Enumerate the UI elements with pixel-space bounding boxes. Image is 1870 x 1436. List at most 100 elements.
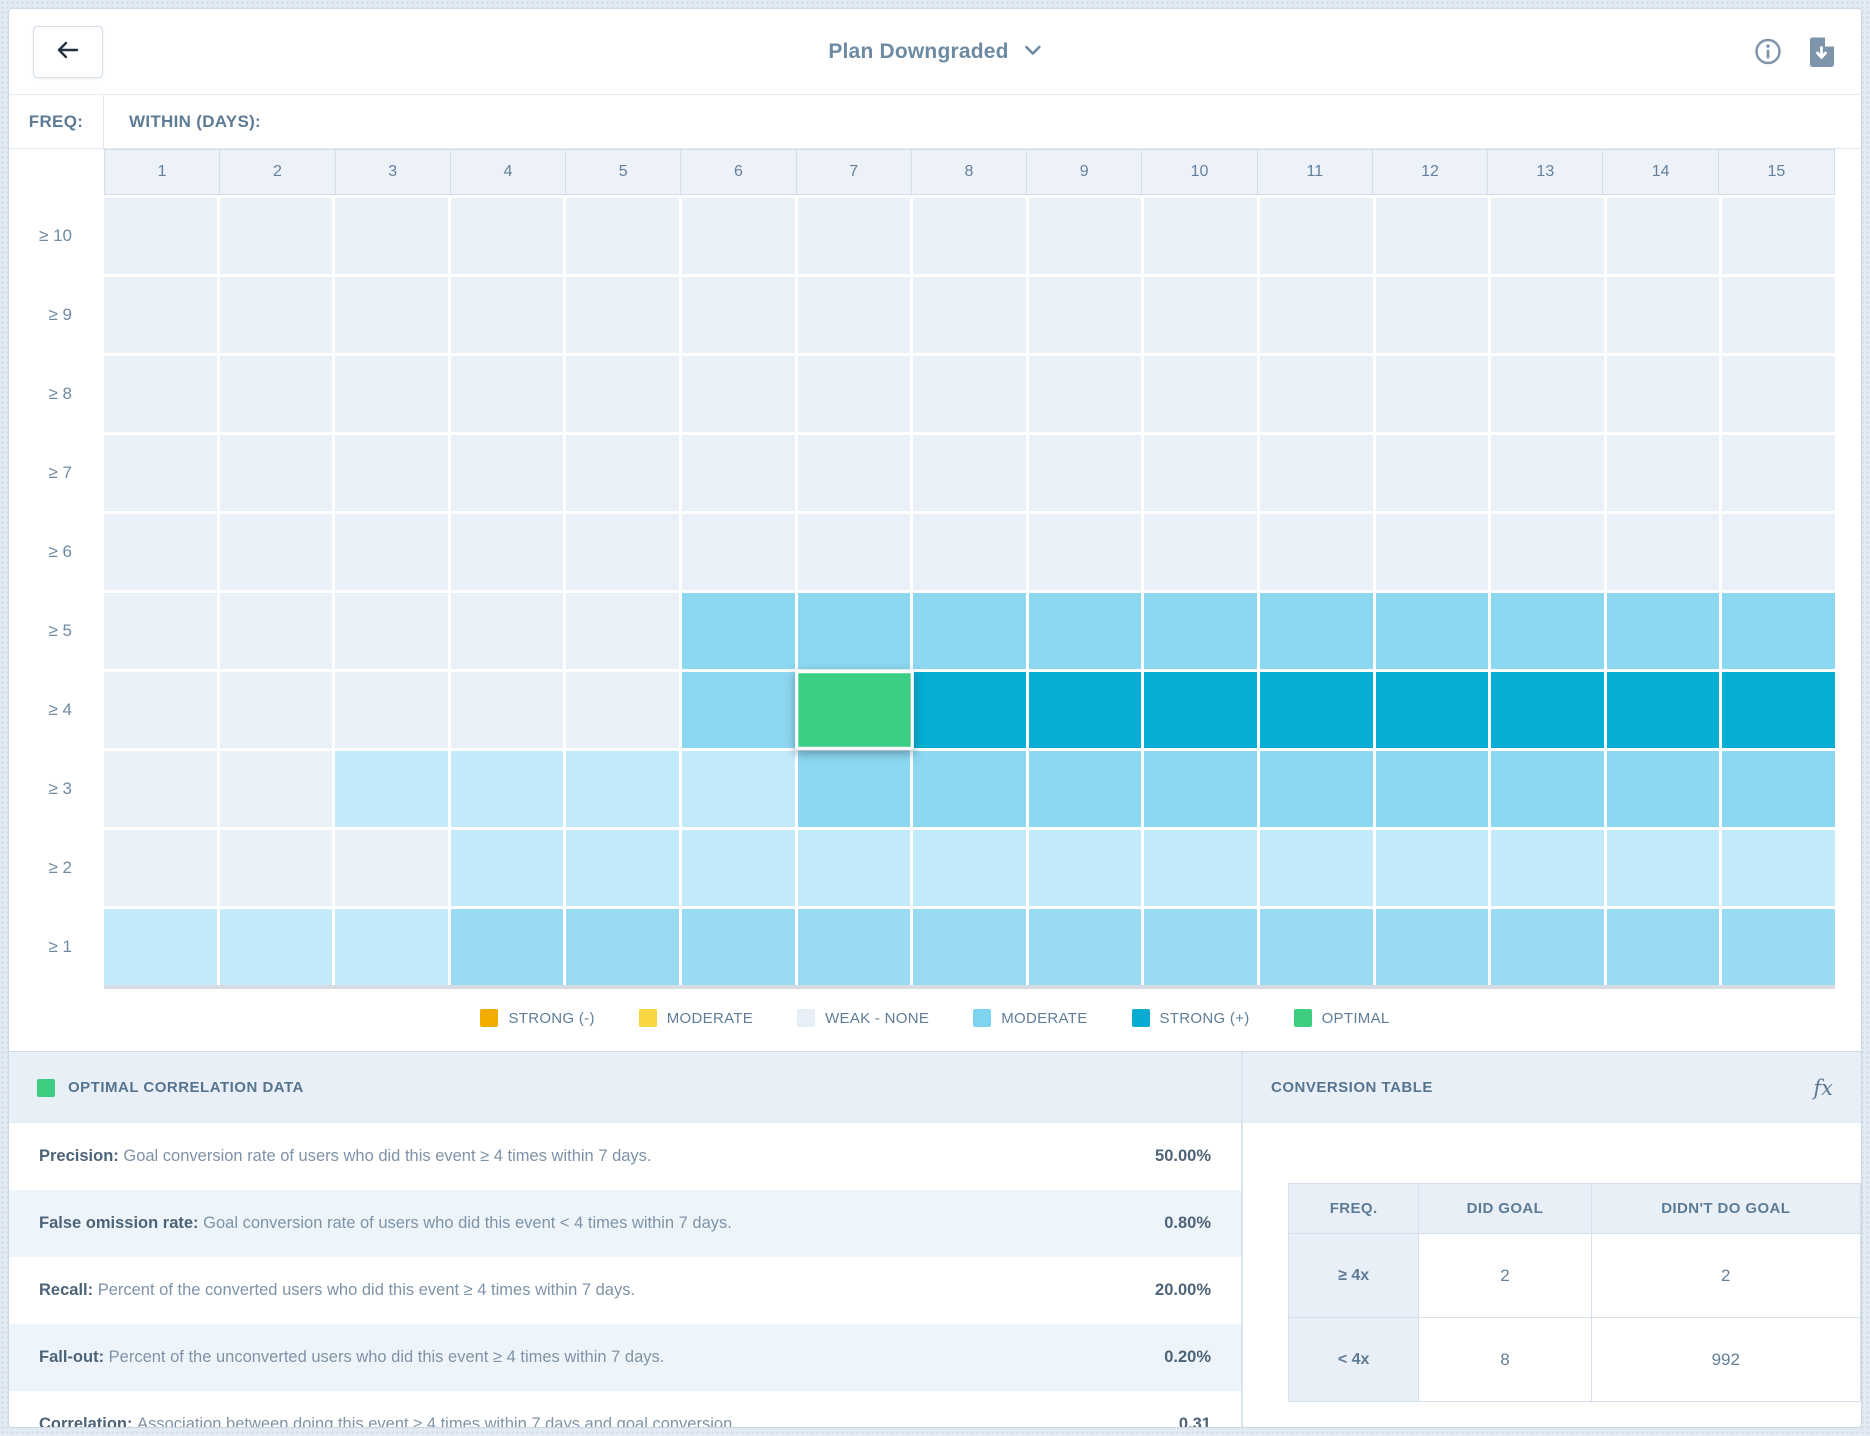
heatmap-cell-gte-2-day-4[interactable] <box>450 830 564 906</box>
heatmap-cell-gte-10-day-15[interactable] <box>1722 198 1835 274</box>
heatmap-cell-gte-6-day-9[interactable] <box>1028 514 1142 590</box>
heatmap-cell-gte-9-day-4[interactable] <box>450 277 564 353</box>
heatmap-cell-gte-4-day-7[interactable] <box>794 670 914 750</box>
heatmap-cell-gte-10-day-13[interactable] <box>1491 198 1604 274</box>
heatmap-cell-gte-8-day-6[interactable] <box>681 356 795 432</box>
heatmap-cell-gte-8-day-2[interactable] <box>219 356 333 432</box>
heatmap-cell-gte-8-day-15[interactable] <box>1722 356 1835 432</box>
heatmap-cell-gte-9-day-2[interactable] <box>219 277 333 353</box>
heatmap-cell-gte-3-day-11[interactable] <box>1259 751 1373 827</box>
heatmap-cell-gte-6-day-13[interactable] <box>1491 514 1604 590</box>
heatmap-cell-gte-2-day-1[interactable] <box>104 830 217 906</box>
heatmap-cell-gte-10-day-12[interactable] <box>1375 198 1489 274</box>
heatmap-cell-gte-4-day-8[interactable] <box>913 672 1026 748</box>
heatmap-cell-gte-7-day-3[interactable] <box>335 435 448 511</box>
heatmap-cell-gte-9-day-10[interactable] <box>1144 277 1257 353</box>
heatmap-cell-gte-2-day-15[interactable] <box>1722 830 1835 906</box>
heatmap-cell-gte-10-day-14[interactable] <box>1606 198 1720 274</box>
heatmap-cell-gte-4-day-6[interactable] <box>681 672 795 748</box>
heatmap-cell-gte-7-day-10[interactable] <box>1144 435 1257 511</box>
heatmap-cell-gte-1-day-8[interactable] <box>913 909 1026 985</box>
heatmap-cell-gte-2-day-3[interactable] <box>335 830 448 906</box>
back-button[interactable] <box>33 26 103 78</box>
heatmap-cell-gte-9-day-15[interactable] <box>1722 277 1835 353</box>
heatmap-cell-gte-6-day-3[interactable] <box>335 514 448 590</box>
heatmap-cell-gte-6-day-4[interactable] <box>450 514 564 590</box>
heatmap-cell-gte-7-day-14[interactable] <box>1606 435 1720 511</box>
heatmap-cell-gte-7-day-2[interactable] <box>219 435 333 511</box>
heatmap-cell-gte-8-day-4[interactable] <box>450 356 564 432</box>
heatmap-cell-gte-3-day-1[interactable] <box>104 751 217 827</box>
heatmap-cell-gte-8-day-3[interactable] <box>335 356 448 432</box>
heatmap-cell-gte-10-day-1[interactable] <box>104 198 217 274</box>
heatmap-cell-gte-4-day-5[interactable] <box>566 672 679 748</box>
heatmap-cell-gte-10-day-7[interactable] <box>797 198 911 274</box>
heatmap-cell-gte-8-day-10[interactable] <box>1144 356 1257 432</box>
heatmap-cell-gte-1-day-3[interactable] <box>335 909 448 985</box>
heatmap-cell-gte-10-day-10[interactable] <box>1144 198 1257 274</box>
heatmap-cell-gte-1-day-7[interactable] <box>797 909 911 985</box>
heatmap-cell-gte-3-day-14[interactable] <box>1606 751 1720 827</box>
heatmap-cell-gte-1-day-10[interactable] <box>1144 909 1257 985</box>
heatmap-cell-gte-9-day-3[interactable] <box>335 277 448 353</box>
heatmap-cell-gte-5-day-2[interactable] <box>219 593 333 669</box>
heatmap-cell-gte-6-day-5[interactable] <box>566 514 679 590</box>
heatmap-cell-gte-5-day-11[interactable] <box>1259 593 1373 669</box>
heatmap-cell-gte-4-day-3[interactable] <box>335 672 448 748</box>
heatmap-cell-gte-10-day-4[interactable] <box>450 198 564 274</box>
heatmap-cell-gte-4-day-10[interactable] <box>1144 672 1257 748</box>
heatmap-cell-gte-10-day-8[interactable] <box>913 198 1026 274</box>
heatmap-cell-gte-7-day-12[interactable] <box>1375 435 1489 511</box>
heatmap-cell-gte-1-day-6[interactable] <box>681 909 795 985</box>
heatmap-cell-gte-3-day-10[interactable] <box>1144 751 1257 827</box>
heatmap-cell-gte-3-day-4[interactable] <box>450 751 564 827</box>
heatmap-cell-gte-4-day-9[interactable] <box>1028 672 1142 748</box>
heatmap-cell-gte-8-day-9[interactable] <box>1028 356 1142 432</box>
heatmap-cell-gte-1-day-2[interactable] <box>219 909 333 985</box>
heatmap-cell-gte-5-day-5[interactable] <box>566 593 679 669</box>
heatmap-cell-gte-3-day-9[interactable] <box>1028 751 1142 827</box>
heatmap-cell-gte-7-day-11[interactable] <box>1259 435 1373 511</box>
heatmap-cell-gte-7-day-1[interactable] <box>104 435 217 511</box>
heatmap-cell-gte-1-day-15[interactable] <box>1722 909 1835 985</box>
heatmap-cell-gte-10-day-3[interactable] <box>335 198 448 274</box>
heatmap-cell-gte-6-day-2[interactable] <box>219 514 333 590</box>
heatmap-cell-gte-5-day-1[interactable] <box>104 593 217 669</box>
heatmap-cell-gte-8-day-12[interactable] <box>1375 356 1489 432</box>
heatmap-cell-gte-9-day-5[interactable] <box>566 277 679 353</box>
heatmap-cell-gte-8-day-7[interactable] <box>797 356 911 432</box>
heatmap-cell-gte-6-day-12[interactable] <box>1375 514 1489 590</box>
heatmap-cell-gte-8-day-1[interactable] <box>104 356 217 432</box>
heatmap-cell-gte-4-day-11[interactable] <box>1259 672 1373 748</box>
heatmap-cell-gte-1-day-1[interactable] <box>104 909 217 985</box>
heatmap-cell-gte-7-day-15[interactable] <box>1722 435 1835 511</box>
heatmap-cell-gte-1-day-14[interactable] <box>1606 909 1720 985</box>
heatmap-cell-gte-4-day-1[interactable] <box>104 672 217 748</box>
heatmap-cell-gte-9-day-13[interactable] <box>1491 277 1604 353</box>
heatmap-cell-gte-5-day-8[interactable] <box>913 593 1026 669</box>
heatmap-cell-gte-3-day-5[interactable] <box>566 751 679 827</box>
heatmap-cell-gte-1-day-11[interactable] <box>1259 909 1373 985</box>
heatmap-cell-gte-4-day-13[interactable] <box>1491 672 1604 748</box>
heatmap-cell-gte-7-day-8[interactable] <box>913 435 1026 511</box>
heatmap-cell-gte-8-day-8[interactable] <box>913 356 1026 432</box>
heatmap-cell-gte-4-day-12[interactable] <box>1375 672 1489 748</box>
heatmap-cell-gte-2-day-7[interactable] <box>797 830 911 906</box>
heatmap-cell-gte-3-day-3[interactable] <box>335 751 448 827</box>
heatmap-cell-gte-2-day-9[interactable] <box>1028 830 1142 906</box>
heatmap-cell-gte-2-day-11[interactable] <box>1259 830 1373 906</box>
heatmap-cell-gte-10-day-11[interactable] <box>1259 198 1373 274</box>
heatmap-cell-gte-2-day-6[interactable] <box>681 830 795 906</box>
heatmap-cell-gte-8-day-14[interactable] <box>1606 356 1720 432</box>
heatmap-cell-gte-9-day-9[interactable] <box>1028 277 1142 353</box>
formula-fx-icon[interactable]: fx <box>1813 1075 1833 1100</box>
heatmap-cell-gte-7-day-9[interactable] <box>1028 435 1142 511</box>
heatmap-cell-gte-2-day-5[interactable] <box>566 830 679 906</box>
heatmap-cell-gte-7-day-4[interactable] <box>450 435 564 511</box>
heatmap-cell-gte-10-day-2[interactable] <box>219 198 333 274</box>
heatmap-cell-gte-7-day-13[interactable] <box>1491 435 1604 511</box>
heatmap-cell-gte-9-day-12[interactable] <box>1375 277 1489 353</box>
heatmap-cell-gte-5-day-6[interactable] <box>681 593 795 669</box>
heatmap-cell-gte-5-day-15[interactable] <box>1722 593 1835 669</box>
heatmap-cell-gte-8-day-13[interactable] <box>1491 356 1604 432</box>
